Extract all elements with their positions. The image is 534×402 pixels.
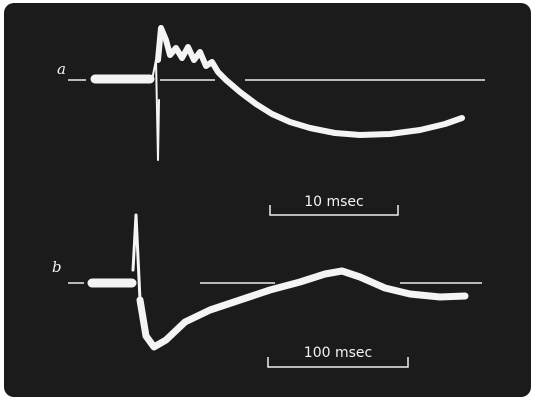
trace-label: a xyxy=(57,60,66,78)
page: a 10 msec b 100 msec (() => { const data… xyxy=(0,0,534,402)
scale-label: 100 msec xyxy=(304,345,372,361)
trace-label: b xyxy=(52,258,62,276)
panel xyxy=(4,3,531,397)
scale-label: 10 msec xyxy=(304,194,364,210)
figure: a 10 msec b 100 msec xyxy=(0,0,534,402)
